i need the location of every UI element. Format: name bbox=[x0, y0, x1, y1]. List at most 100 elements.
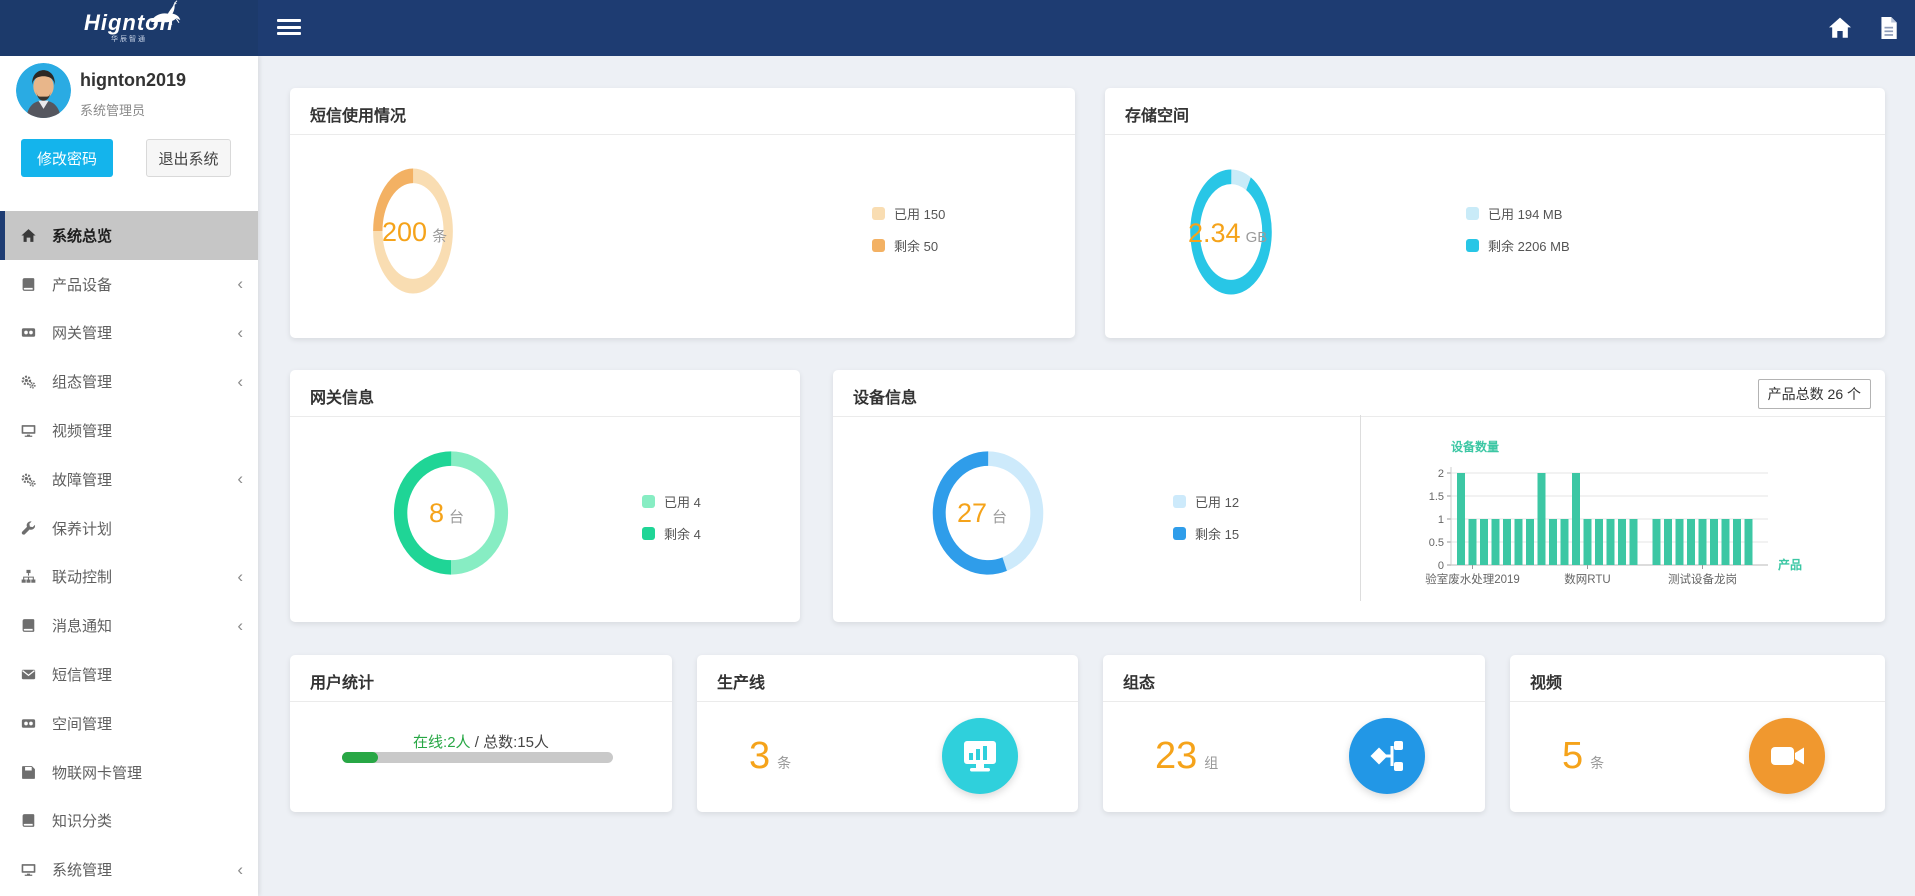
card-video: 视频 5 条 bbox=[1510, 655, 1885, 812]
logout-button[interactable]: 退出系统 bbox=[146, 139, 231, 177]
video-value: 5 bbox=[1562, 735, 1584, 777]
gateway-legend: 已用 4 剩余 4 bbox=[642, 492, 701, 543]
users-progress-track bbox=[342, 752, 613, 763]
legend-item[interactable]: 已用 150 bbox=[872, 204, 945, 223]
card-scada-header: 组态 bbox=[1103, 655, 1485, 702]
card-users-header: 用户统计 bbox=[290, 655, 672, 702]
antelope-icon bbox=[150, 0, 181, 26]
sidebar-item-label: 空间管理 bbox=[52, 715, 113, 733]
sidebar-item-3[interactable]: 组态管理 ‹ bbox=[0, 357, 258, 406]
legend-label: 已用 194 MB bbox=[1488, 207, 1563, 222]
top-navbar bbox=[258, 0, 1915, 56]
gears-icon bbox=[21, 374, 38, 389]
video-icon bbox=[21, 325, 38, 340]
avatar[interactable] bbox=[16, 63, 71, 118]
legend-item[interactable]: 已用 194 MB bbox=[1466, 204, 1570, 223]
card-sms-usage: 短信使用情况 200 条 已用 150 剩余 50 bbox=[290, 88, 1075, 338]
video-unit: 条 bbox=[1590, 755, 1605, 771]
total-users-text: 总数:15人 bbox=[483, 734, 549, 751]
sidebar-item-6[interactable]: 保养计划 bbox=[0, 504, 258, 553]
topbar-actions bbox=[1829, 0, 1901, 56]
card-title: 网关信息 bbox=[310, 390, 375, 407]
legend-item[interactable]: 已用 4 bbox=[642, 492, 701, 511]
sidebar-item-9[interactable]: 短信管理 bbox=[0, 650, 258, 699]
legend-swatch bbox=[1173, 495, 1186, 508]
sidebar-item-label: 联动控制 bbox=[52, 569, 113, 587]
sidebar-item-label: 物联网卡管理 bbox=[52, 764, 143, 782]
user-name: hignton2019 bbox=[80, 70, 187, 90]
gateway-donut-unit: 台 bbox=[449, 509, 465, 526]
legend-label: 剩余 50 bbox=[894, 239, 939, 254]
product-total-badge[interactable]: 产品总数 26 个 bbox=[1757, 379, 1871, 409]
sidebar-item-7[interactable]: 联动控制 ‹ bbox=[0, 553, 258, 602]
sidebar-item-11[interactable]: 物联网卡管理 bbox=[0, 748, 258, 797]
legend-item[interactable]: 已用 12 bbox=[1173, 492, 1239, 511]
svg-text:2: 2 bbox=[1438, 468, 1444, 480]
sms-donut-value: 200 bbox=[382, 217, 428, 247]
chevron-left-icon: ‹ bbox=[237, 371, 243, 391]
card-device-info: 设备信息 产品总数 26 个 27 台 已用 12 剩余 15 设备数量 0 0.5 1… bbox=[833, 370, 1885, 622]
online-users-text: 在线:2人 bbox=[413, 734, 471, 751]
legend-label: 已用 150 bbox=[894, 207, 946, 222]
chevron-left-icon: ‹ bbox=[237, 859, 243, 879]
sidebar-item-2[interactable]: 网关管理 ‹ bbox=[0, 309, 258, 358]
book-icon bbox=[21, 277, 38, 292]
brand-logo[interactable]: Hignton 华辰智通 bbox=[0, 0, 258, 56]
legend-item[interactable]: 剩余 2206 MB bbox=[1466, 236, 1570, 255]
storage-donut-value: 2.34 bbox=[1188, 218, 1241, 248]
chevron-left-icon: ‹ bbox=[237, 274, 243, 294]
svg-text:验室废水处理2019: 验室废水处理2019 bbox=[1425, 572, 1520, 586]
svg-text:设备数量: 设备数量 bbox=[1451, 439, 1499, 454]
video-icon bbox=[21, 716, 38, 731]
sms-donut-center: 200 条 bbox=[382, 217, 447, 248]
sidebar-item-8[interactable]: 消息通知 ‹ bbox=[0, 601, 258, 650]
storage-legend: 已用 194 MB 剩余 2206 MB bbox=[1466, 204, 1570, 255]
svg-text:产品: 产品 bbox=[1778, 557, 1802, 572]
user-panel: hignton2019 系统管理员 修改密码 退出系统 bbox=[0, 56, 258, 211]
legend-swatch bbox=[1466, 207, 1479, 220]
legend-item[interactable]: 剩余 4 bbox=[642, 524, 701, 543]
legend-swatch bbox=[872, 207, 885, 220]
card-scada: 组态 23 组 bbox=[1103, 655, 1485, 812]
card-storage: 存储空间 2.34 GB 已用 194 MB 剩余 2206 MB bbox=[1105, 88, 1885, 338]
sidebar-item-12[interactable]: 知识分类 bbox=[0, 797, 258, 846]
legend-item[interactable]: 剩余 15 bbox=[1173, 524, 1239, 543]
sidebar-item-1[interactable]: 产品设备 ‹ bbox=[0, 260, 258, 309]
floppy-icon bbox=[21, 765, 38, 780]
legend-label: 剩余 4 bbox=[664, 527, 701, 542]
card-title: 视频 bbox=[1530, 675, 1563, 692]
sidebar-item-label: 故障管理 bbox=[52, 471, 113, 489]
sidebar-item-0[interactable]: 系统总览 bbox=[0, 211, 258, 260]
device-legend: 已用 12 剩余 15 bbox=[1173, 492, 1239, 543]
sidebar-item-5[interactable]: 故障管理 ‹ bbox=[0, 455, 258, 504]
sidebar-item-4[interactable]: 视频管理 bbox=[0, 406, 258, 455]
home-icon bbox=[21, 228, 38, 243]
svg-text:0.5: 0.5 bbox=[1429, 537, 1444, 549]
users-progress-fill bbox=[342, 752, 379, 763]
card-title: 存储空间 bbox=[1125, 108, 1190, 125]
card-production-line: 生产线 3 条 bbox=[697, 655, 1078, 812]
sidebar-item-10[interactable]: 空间管理 bbox=[0, 699, 258, 748]
gateway-donut-chart bbox=[393, 451, 509, 575]
home-icon[interactable] bbox=[1829, 17, 1851, 39]
scada-count: 23 组 bbox=[1155, 735, 1218, 778]
card-title: 设备信息 bbox=[853, 390, 918, 407]
svg-text:测试设备龙岗: 测试设备龙岗 bbox=[1668, 572, 1737, 586]
user-stats-text: 在线:2人 / 总数:15人 bbox=[290, 731, 672, 752]
change-password-button[interactable]: 修改密码 bbox=[21, 139, 113, 177]
card-divider bbox=[1360, 415, 1361, 601]
book-icon bbox=[21, 813, 38, 828]
scada-unit: 组 bbox=[1204, 755, 1219, 771]
sms-legend: 已用 150 剩余 50 bbox=[872, 204, 945, 255]
brand-wrap: Hignton 华辰智通 bbox=[84, 0, 181, 44]
legend-swatch bbox=[1466, 239, 1479, 252]
svg-text:1.5: 1.5 bbox=[1429, 491, 1444, 503]
legend-item[interactable]: 剩余 50 bbox=[872, 236, 945, 255]
sidebar-menu: 系统总览 产品设备 ‹ 网关管理 ‹ 组态管理 ‹ 视频管理 故障管理 ‹ 保养计划 联动控制 ‹ 消息通… bbox=[0, 211, 258, 896]
legend-swatch bbox=[872, 239, 885, 252]
document-icon[interactable] bbox=[1879, 17, 1901, 39]
video-count: 5 条 bbox=[1562, 735, 1604, 778]
sidebar-item-13[interactable]: 系统管理 ‹ bbox=[0, 845, 258, 894]
hamburger-icon[interactable] bbox=[277, 19, 301, 37]
